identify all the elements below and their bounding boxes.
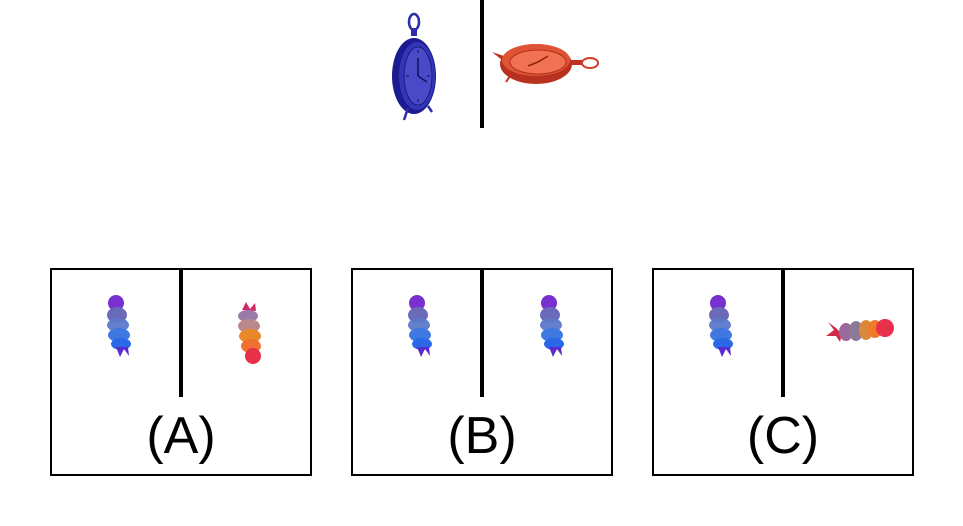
option-c-label: (C) [746, 407, 820, 465]
example-left-object [384, 12, 444, 122]
figure-flipped-icon [238, 302, 261, 364]
red-clock-lying-icon [492, 44, 599, 84]
option-c-right-figure [824, 314, 904, 350]
example-divider [480, 0, 484, 128]
figure-upright-icon [540, 295, 564, 357]
figure-upright-icon [408, 295, 432, 357]
figure-lying-icon [826, 319, 894, 342]
option-c-divider [781, 270, 785, 397]
figure-upright-icon [107, 295, 131, 357]
option-a-label: (A) [146, 407, 216, 465]
option-b-panel[interactable]: (B) [351, 268, 613, 476]
option-a-panel[interactable]: (A) [50, 268, 312, 476]
option-a-right-figure [228, 300, 268, 372]
option-b-left-figure [397, 292, 437, 362]
example-right-object [490, 36, 602, 86]
option-c-left-figure [698, 292, 738, 362]
option-b-divider [480, 270, 484, 397]
option-a-left-figure [96, 292, 136, 362]
blue-clock-upright-icon [392, 12, 436, 121]
option-c-panel[interactable]: (C) [652, 268, 914, 476]
figure-upright-icon [709, 295, 733, 357]
option-b-label: (B) [447, 407, 517, 465]
option-a-divider [179, 270, 183, 397]
option-b-right-figure [529, 292, 569, 362]
